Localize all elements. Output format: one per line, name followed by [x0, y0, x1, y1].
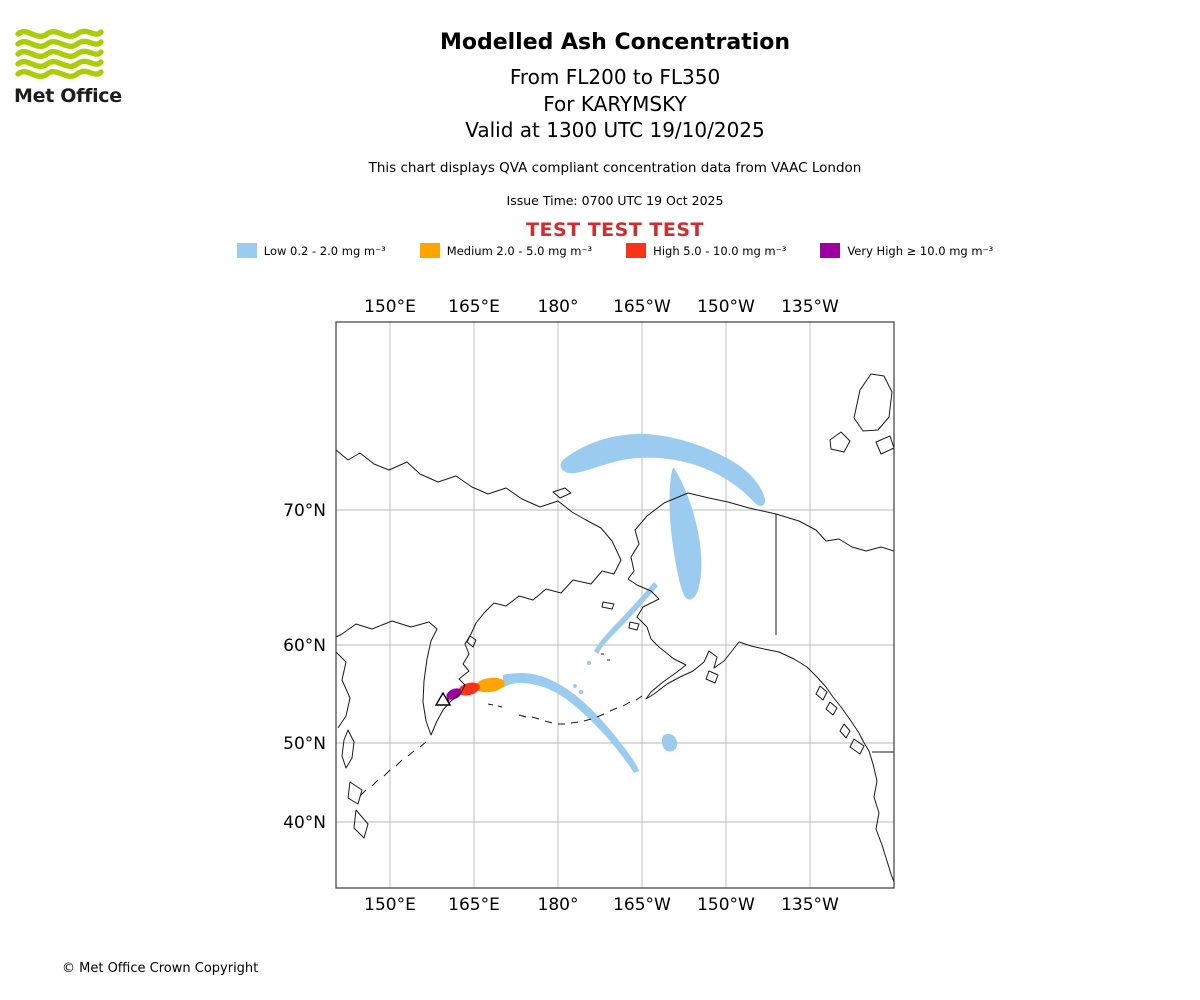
legend-swatch-medium-icon [419, 243, 440, 258]
legend-item-high: High 5.0 - 10.0 mg m⁻³ [626, 243, 786, 258]
volcano-marker-icon [434, 691, 452, 706]
ash-plume-low-speck [578, 689, 584, 695]
ash-plume-very-high [446, 688, 462, 700]
ash-plume-low-kamchatka-ribbon [503, 672, 639, 773]
legend-swatch-high-icon [626, 243, 647, 258]
lon-tick-top: 165°E [448, 297, 500, 317]
map-frame [335, 321, 895, 889]
lon-tick-bottom: 150°E [364, 895, 416, 915]
lat-tick: 60°N [283, 636, 326, 656]
issue-time: Issue Time: 0700 UTC 19 Oct 2025 [506, 192, 724, 208]
lon-tick-top: 150°W [697, 297, 755, 317]
legend-item-very-high: Very High ≥ 10.0 mg m⁻³ [820, 243, 993, 258]
legend-swatch-very-high-icon [820, 243, 841, 258]
legend-label-high: High 5.0 - 10.0 mg m⁻³ [653, 243, 787, 258]
coastlines [335, 373, 895, 883]
island-kodiak [705, 670, 719, 684]
island-hokkaido [347, 781, 363, 805]
subtitle-volcano: For KARYMSKY [543, 91, 687, 116]
island-sakhalin [341, 729, 355, 769]
southeast-alaska-islands [815, 685, 838, 716]
ash-plumes [444, 433, 766, 773]
island-honshu [353, 809, 369, 839]
map-container: 150°E 165°E 180° 165°W 150°W 135°W 150°E… [260, 290, 910, 919]
ash-plume-low-patch [661, 733, 678, 752]
lon-tick-bottom: 135°W [781, 895, 839, 915]
subtitle-valid-time: Valid at 1300 UTC 19/10/2025 [465, 118, 765, 142]
logo-text: Met Office [14, 85, 122, 107]
lon-tick-top: 180° [538, 297, 579, 317]
island-st-lawrence [601, 601, 615, 610]
lat-tick: 40°N [283, 813, 326, 833]
legend: Low 0.2 - 2.0 mg m⁻³ Medium 2.0 - 5.0 mg… [15, 243, 1200, 258]
kuril-islands [359, 741, 427, 797]
lon-tick-top: 150°E [364, 297, 416, 317]
commander-islands [487, 703, 503, 708]
chart-description: This chart displays QVA compliant concen… [368, 159, 862, 176]
legend-swatch-low-icon [236, 243, 257, 258]
lon-tick-bottom: 165°E [448, 895, 500, 915]
island-wrangel [552, 487, 572, 499]
test-banner: TEST TEST TEST [526, 218, 704, 241]
lon-tick-bottom: 165°W [613, 895, 671, 915]
island-karaginsky [466, 635, 477, 648]
lon-tick-bottom: 180° [538, 895, 579, 915]
met-office-logo: Met Office [14, 24, 124, 107]
subtitle-flight-levels: From FL200 to FL350 [509, 65, 721, 89]
coastline-alaska-arctic [627, 492, 895, 580]
coastline-siberia-kamchatka [335, 449, 622, 736]
lat-tick: 50°N [283, 734, 326, 754]
ash-concentration-map: 150°E 165°E 180° 165°W 150°W 135°W 150°E… [283, 297, 895, 915]
header-block: Modelled Ash Concentration From FL200 to… [15, 30, 1200, 241]
island-vancouver [849, 738, 865, 755]
ash-plume-low-arctic-arc [560, 433, 766, 506]
lon-tick-bottom: 150°W [697, 895, 755, 915]
ash-plume-low-streak [594, 582, 658, 654]
ash-plume-high [458, 682, 480, 696]
page-title: Modelled Ash Concentration [439, 30, 791, 55]
map-axis-labels: 150°E 165°E 180° 165°W 150°W 135°W 150°E… [283, 297, 839, 915]
legend-label-medium: Medium 2.0 - 5.0 mg m⁻³ [446, 243, 593, 258]
ash-plume-low-speck [586, 660, 592, 666]
coastline-alaska-pacific [627, 578, 895, 883]
arctic-canada-islands [829, 373, 895, 455]
pribilof-islands [601, 653, 610, 661]
legend-item-low: Low 0.2 - 2.0 mg m⁻³ [236, 243, 386, 258]
lat-tick: 70°N [283, 501, 326, 521]
aleutian-islands [518, 695, 643, 725]
island-nunivak [628, 621, 640, 631]
legend-label-very-high: Very High ≥ 10.0 mg m⁻³ [847, 243, 994, 258]
coastline-okhotsk-west [335, 651, 351, 729]
island-haida-gwaii [839, 723, 851, 739]
ash-plume-low-speck [573, 684, 577, 688]
lon-tick-top: 135°W [781, 297, 839, 317]
ash-plume-low-bering-band [669, 467, 702, 600]
legend-label-low: Low 0.2 - 2.0 mg m⁻³ [263, 243, 386, 258]
lon-tick-top: 165°W [613, 297, 671, 317]
legend-item-medium: Medium 2.0 - 5.0 mg m⁻³ [419, 243, 593, 258]
map-gridlines [336, 322, 894, 888]
copyright-notice: © Met Office Crown Copyright [62, 961, 259, 976]
ash-plume-medium [475, 677, 505, 693]
